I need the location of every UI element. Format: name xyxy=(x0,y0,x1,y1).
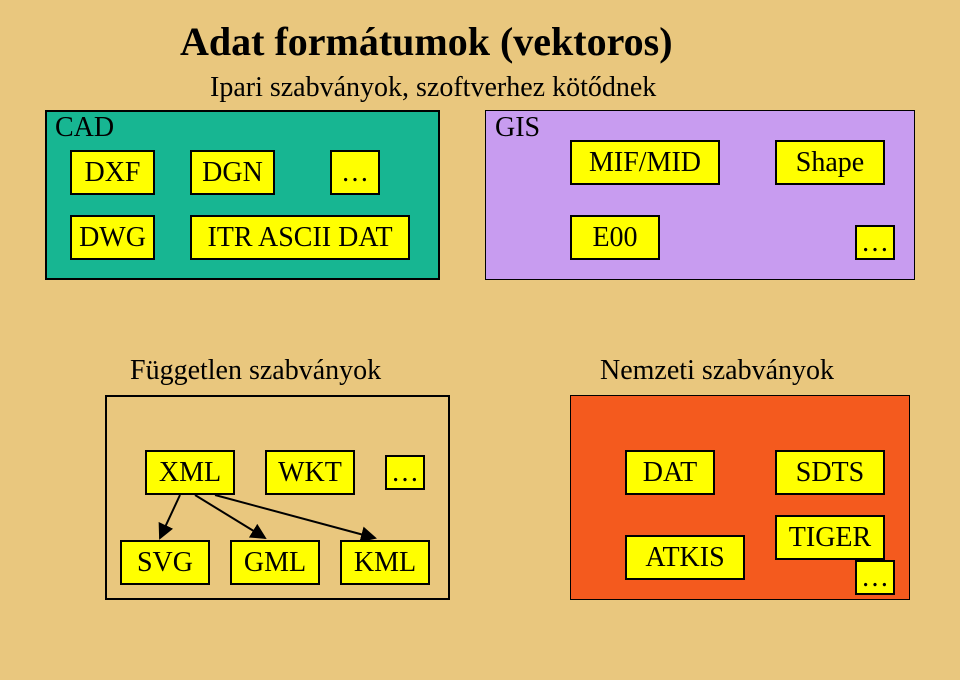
box-sdts-label: SDTS xyxy=(796,457,864,489)
box-tiger-label: TIGER xyxy=(789,522,871,554)
indep-panel-label: Független szabványok xyxy=(130,355,381,387)
box-gis_dots-label: … xyxy=(861,227,889,259)
box-nat_dots-label: … xyxy=(861,562,889,594)
box-shape-label: Shape xyxy=(796,147,864,179)
box-atkis: ATKIS xyxy=(625,535,745,580)
slide-subtitle: Ipari szabványok, szoftverhez kötődnek xyxy=(210,72,656,104)
box-gis_dots: … xyxy=(855,225,895,260)
box-kml: KML xyxy=(340,540,430,585)
box-wkt-label: WKT xyxy=(278,457,342,489)
gis-panel-label: GIS xyxy=(495,112,540,144)
box-xml-label: XML xyxy=(159,457,221,489)
gis-panel xyxy=(485,110,915,280)
box-xml: XML xyxy=(145,450,235,495)
cad-panel-label: CAD xyxy=(55,112,114,144)
box-itr-label: ITR ASCII DAT xyxy=(207,222,392,254)
box-dgn: DGN xyxy=(190,150,275,195)
box-tiger: TIGER xyxy=(775,515,885,560)
box-ind_dots-label: … xyxy=(391,457,419,489)
box-gml-label: GML xyxy=(244,547,306,579)
slide-title: Adat formátumok (vektoros) xyxy=(180,18,673,65)
box-cad_dots: … xyxy=(330,150,380,195)
box-dgn-label: DGN xyxy=(202,157,263,189)
box-dat-label: DAT xyxy=(643,457,697,489)
box-gml: GML xyxy=(230,540,320,585)
box-e00: E00 xyxy=(570,215,660,260)
box-mifmid: MIF/MID xyxy=(570,140,720,185)
box-wkt: WKT xyxy=(265,450,355,495)
box-ind_dots: … xyxy=(385,455,425,490)
box-nat_dots: … xyxy=(855,560,895,595)
box-cad_dots-label: … xyxy=(341,157,369,189)
box-itr: ITR ASCII DAT xyxy=(190,215,410,260)
nat-panel-label: Nemzeti szabványok xyxy=(600,355,834,387)
box-svg: SVG xyxy=(120,540,210,585)
box-e00-label: E00 xyxy=(592,222,637,254)
slide-root: Adat formátumok (vektoros) Ipari szabvány… xyxy=(0,0,960,680)
box-mifmid-label: MIF/MID xyxy=(589,147,701,179)
box-dwg-label: DWG xyxy=(79,222,146,254)
box-svg-label: SVG xyxy=(137,547,193,579)
box-dwg: DWG xyxy=(70,215,155,260)
box-sdts: SDTS xyxy=(775,450,885,495)
box-dxf: DXF xyxy=(70,150,155,195)
box-dat: DAT xyxy=(625,450,715,495)
box-shape: Shape xyxy=(775,140,885,185)
box-atkis-label: ATKIS xyxy=(645,542,724,574)
box-kml-label: KML xyxy=(354,547,416,579)
box-dxf-label: DXF xyxy=(84,157,140,189)
